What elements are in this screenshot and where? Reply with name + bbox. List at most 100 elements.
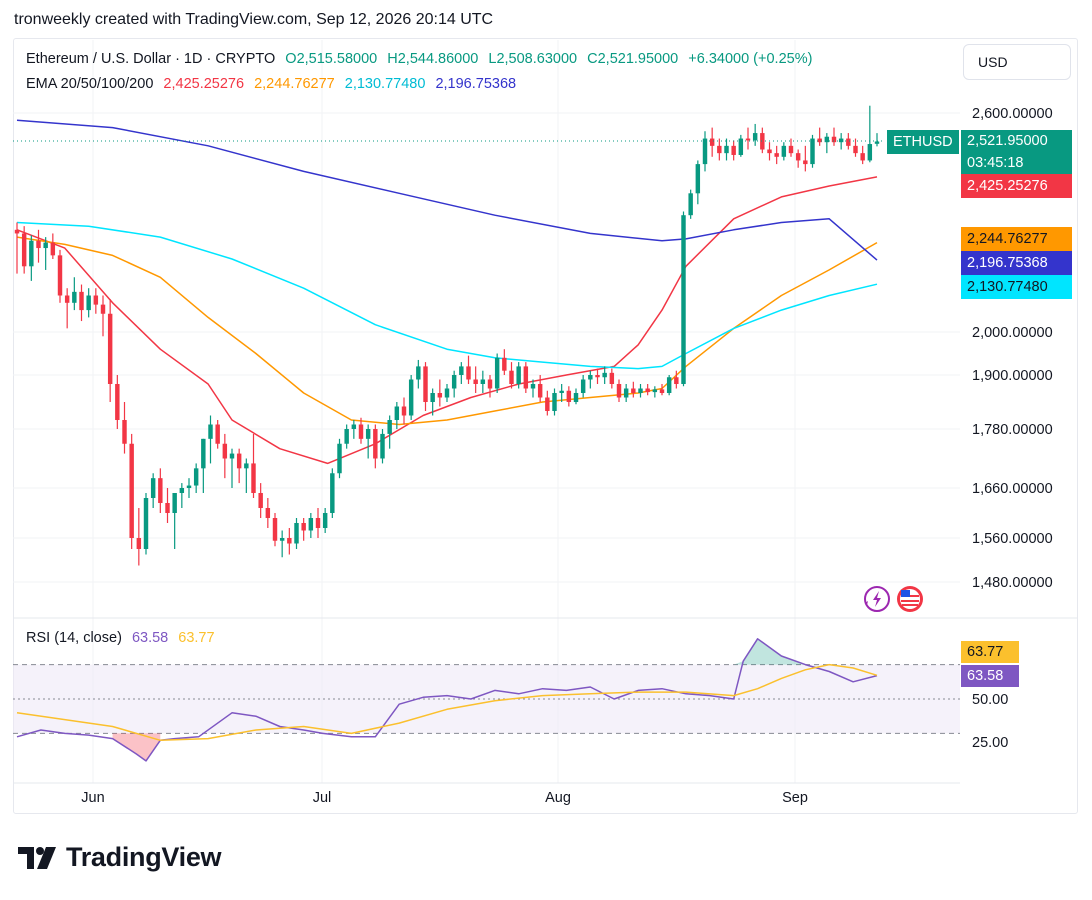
candle-body	[143, 498, 149, 549]
rsi-value: 63.58	[131, 630, 169, 646]
candle-body	[394, 406, 400, 420]
candle-body	[688, 193, 693, 216]
candle-body	[659, 389, 665, 393]
last-price-tag: 2,521.95000 03:45:18	[961, 130, 1072, 178]
rsi-ma-value: 63.77	[178, 630, 215, 646]
candle-body	[229, 453, 235, 459]
candle-body	[810, 138, 815, 165]
chart-frame	[13, 38, 1078, 814]
ema-label[interactable]: EMA 20/50/100/200	[26, 76, 154, 92]
rsi-legend: RSI (14, close) 63.58 63.77	[26, 630, 221, 646]
price-grid	[13, 40, 960, 783]
candle-body	[408, 379, 414, 416]
price-tick-label: 1,660.00000	[972, 481, 1053, 497]
candle-body	[150, 478, 156, 498]
candle-body	[595, 375, 600, 378]
candle-body	[738, 138, 744, 155]
ticker-tag[interactable]: ETHUSD	[887, 130, 959, 154]
candle-body	[423, 366, 428, 402]
ema-line	[16, 221, 878, 370]
candle-body	[244, 463, 249, 469]
candle-body	[43, 242, 48, 249]
candle-body	[860, 153, 865, 161]
last-price-value: 2,521.95000	[967, 133, 1048, 149]
candle-body	[623, 388, 629, 398]
candle-body	[222, 443, 228, 459]
ema200-value: 2,196.75368	[435, 76, 517, 92]
candle-body	[459, 366, 464, 375]
price-tick-label: 2,600.00000	[972, 106, 1053, 122]
lightning-icon[interactable]	[864, 586, 890, 612]
candle-body	[824, 136, 830, 143]
candle-body	[530, 384, 536, 389]
candle-body	[466, 366, 471, 380]
candle-body	[322, 513, 328, 528]
symbol-legend: Ethereum / U.S. Dollar · 1D · CRYPTO O2,…	[26, 51, 818, 67]
ema-line	[16, 236, 878, 426]
us-flag-icon[interactable]	[897, 586, 923, 612]
candle-body	[172, 493, 177, 513]
symbol-title[interactable]: Ethereum / U.S. Dollar · 1D · CRYPTO	[26, 51, 276, 67]
candle-body	[215, 424, 220, 444]
candle-body	[351, 424, 357, 429]
candle-body	[745, 138, 751, 141]
candle-body	[487, 379, 493, 389]
candle-body	[107, 313, 113, 384]
price-tick-label: 1,480.00000	[972, 575, 1053, 591]
time-tick-label: Jul	[313, 790, 332, 806]
candle-body	[387, 420, 392, 434]
candle-body	[767, 149, 772, 154]
candle-body	[645, 388, 650, 393]
ema20-value: 2,425.25276	[163, 76, 245, 92]
rsi-overbought-fill	[733, 638, 830, 665]
candle-body	[186, 485, 192, 488]
candle-body	[358, 424, 364, 439]
candle-body	[616, 384, 622, 398]
price-axis: 2,600.00000 2,000.00000 1,900.00000 1,780.0…	[972, 106, 1053, 591]
rsi-label[interactable]: RSI (14, close)	[26, 630, 122, 646]
candle-body	[760, 133, 765, 150]
rsi-axis: 50.00 25.00	[972, 692, 1008, 751]
candle-body	[752, 133, 758, 141]
currency-button[interactable]: USD	[963, 44, 1071, 80]
candle-body	[838, 138, 844, 143]
candle-body	[14, 229, 20, 234]
candle-body	[258, 493, 263, 508]
candle-body	[72, 291, 77, 303]
price-tick-label: 2,000.00000	[972, 325, 1053, 341]
ema-legend: EMA 20/50/100/200 2,425.25276 2,244.7627…	[26, 76, 522, 92]
ema50-value: 2,244.76277	[254, 76, 335, 92]
candle-body	[731, 145, 736, 155]
candle-body	[416, 366, 421, 380]
time-axis: Jun Jul Aug Sep	[81, 790, 808, 806]
candle-body	[208, 424, 213, 439]
ema20-price-tag: 2,425.25276	[961, 174, 1072, 198]
candle-body	[803, 160, 808, 165]
candle-body	[588, 375, 593, 380]
price-tick-label: 1,900.00000	[972, 368, 1053, 384]
open-value: O2,515.58000	[285, 51, 378, 67]
candle-body	[57, 255, 63, 296]
candle-body	[674, 377, 679, 384]
countdown-value: 03:45:18	[967, 155, 1024, 171]
rsi-ma-tag: 63.77	[961, 641, 1019, 663]
tradingview-logo[interactable]: TradingView	[18, 842, 222, 873]
candle-body	[695, 164, 701, 194]
candle-body	[817, 138, 822, 143]
ema50-price-tag: 2,244.76277	[961, 227, 1072, 251]
time-tick-label: Sep	[782, 790, 808, 806]
candle-body	[179, 488, 185, 493]
candle-body	[523, 366, 529, 389]
candle-body	[602, 372, 607, 378]
candle-body	[115, 384, 120, 420]
candle-body	[666, 377, 672, 393]
candle-body	[874, 141, 880, 144]
candle-body	[301, 523, 306, 531]
candle-body	[846, 138, 851, 146]
price-tick-label: 1,780.00000	[972, 422, 1053, 438]
ema100-price-tag: 2,130.77480	[961, 275, 1072, 299]
candle-body	[86, 295, 91, 311]
brand-name: TradingView	[66, 842, 222, 872]
candle-body	[36, 240, 41, 249]
